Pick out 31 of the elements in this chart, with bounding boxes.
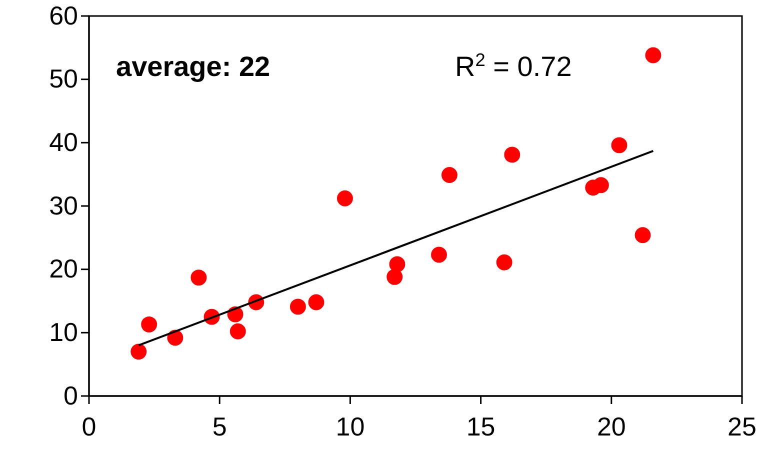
point bbox=[441, 167, 458, 183]
point bbox=[431, 246, 447, 263]
point bbox=[130, 344, 147, 360]
point bbox=[386, 268, 403, 285]
y-tick-label: 50 bbox=[49, 64, 78, 94]
annotation: average: 22 bbox=[116, 51, 270, 82]
point bbox=[190, 270, 207, 286]
point bbox=[389, 256, 406, 272]
point bbox=[336, 190, 353, 206]
point bbox=[504, 146, 520, 163]
point bbox=[290, 298, 306, 315]
x-tick-label: 15 bbox=[466, 412, 496, 442]
y-tick-label: 10 bbox=[49, 316, 78, 347]
y-tick-label: 20 bbox=[49, 254, 78, 284]
y-tick-label: 0 bbox=[64, 380, 78, 410]
annotation: R$^{2}$ = 0.72 bbox=[455, 50, 572, 82]
x-tick-label: 5 bbox=[212, 412, 227, 442]
y-tick-label: 30 bbox=[49, 190, 78, 220]
point bbox=[308, 294, 324, 310]
x-tick-label: 25 bbox=[728, 412, 756, 442]
y-tick-label: 60 bbox=[49, 0, 78, 30]
point bbox=[611, 137, 628, 154]
point bbox=[230, 323, 246, 340]
point bbox=[645, 47, 662, 64]
y-tick-label: 40 bbox=[49, 126, 78, 157]
x-tick-label: 20 bbox=[596, 412, 626, 442]
point bbox=[496, 254, 512, 270]
x-tick-label: 0 bbox=[82, 412, 96, 442]
point bbox=[634, 227, 651, 244]
x-tick-label: 10 bbox=[336, 412, 365, 442]
point bbox=[141, 316, 158, 332]
